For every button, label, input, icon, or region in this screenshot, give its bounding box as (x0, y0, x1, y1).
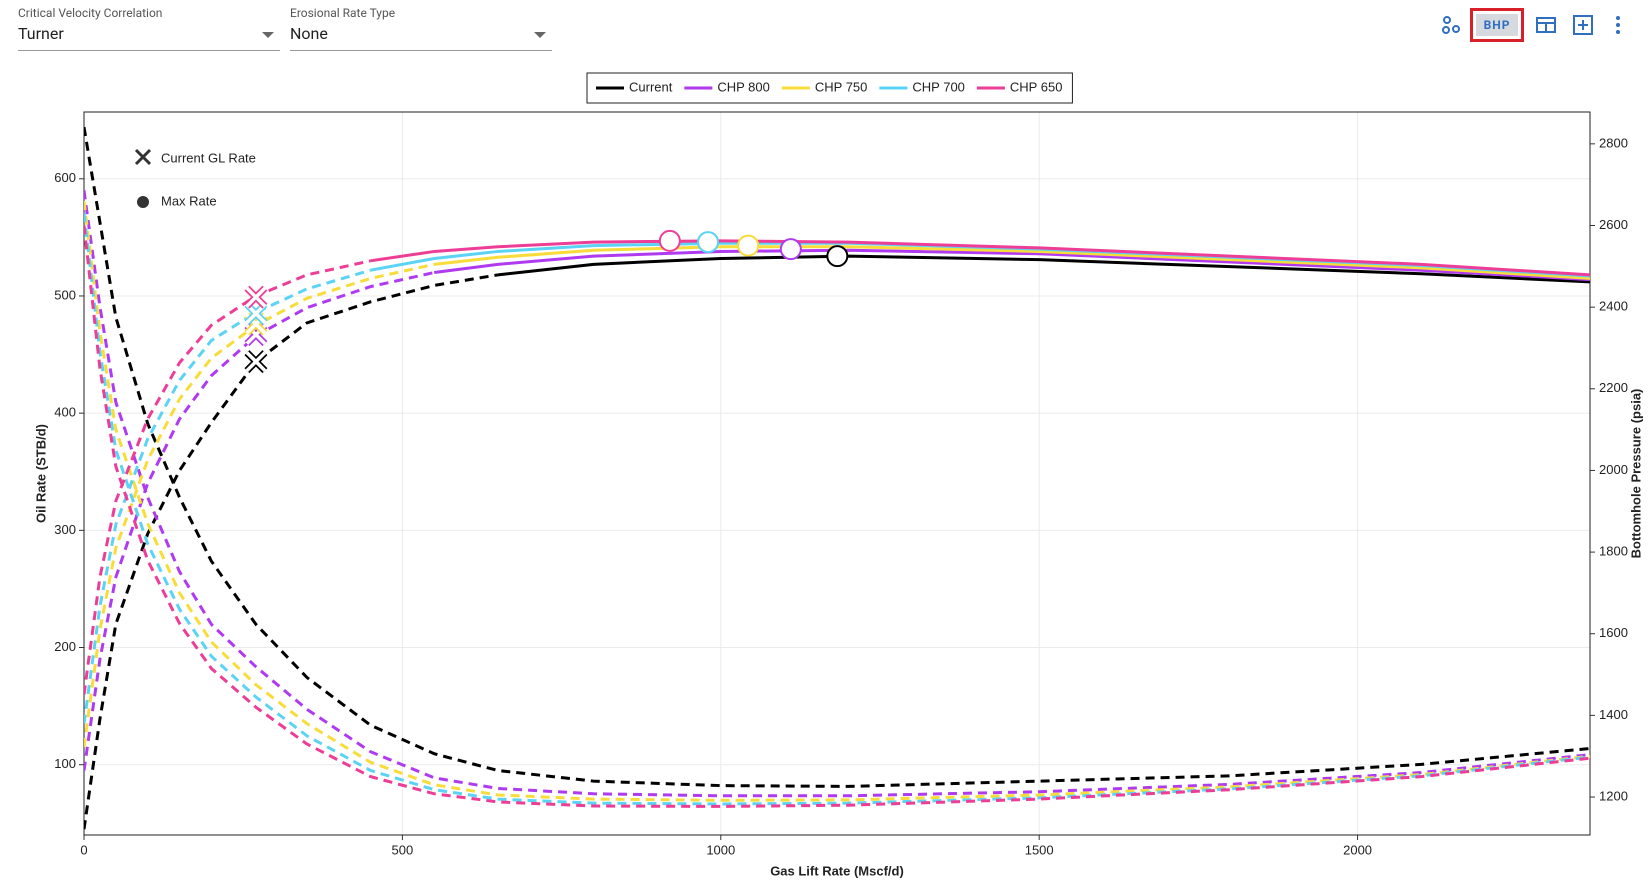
fit-icon[interactable] (1572, 14, 1594, 36)
y2-tick-label: 2400 (1599, 299, 1628, 314)
legend-label: CHP 650 (1010, 79, 1063, 94)
y2-tick-label: 1400 (1599, 707, 1628, 722)
legend-frame (586, 72, 1073, 104)
dropdown-value: Turner (18, 24, 64, 43)
current-gl-marker (244, 312, 268, 336)
oil-rate-line (434, 245, 1590, 280)
dropdown-label: Critical Velocity Correlation (18, 6, 163, 20)
bhp-button-label: BHP (1476, 14, 1518, 36)
y-tick-label: 400 (54, 405, 76, 420)
plot-frame (83, 111, 1591, 836)
y2-tick-label: 2200 (1599, 380, 1628, 395)
x-tick-label: 1000 (706, 842, 735, 857)
x-axis-label: Gas Lift Rate (Mscf/d) (770, 863, 904, 878)
y2-tick-label: 2600 (1599, 217, 1628, 232)
oil-rate-line (497, 254, 1590, 284)
annotation-dot-icon (137, 196, 149, 208)
y2-tick-label: 1600 (1599, 625, 1628, 640)
current-gl-marker (244, 350, 268, 374)
y-tick-label: 300 (54, 522, 76, 537)
current-gl-marker-core (245, 324, 267, 345)
y2-tick-label: 2800 (1599, 135, 1628, 150)
current-gl-marker-core (245, 351, 267, 372)
x-tick-label: 0 (80, 842, 87, 857)
y2-tick-label: 2000 (1599, 462, 1628, 477)
annotation-x-icon (134, 148, 152, 166)
x-tick-label: 2000 (1343, 842, 1372, 857)
oil-rate-line (370, 239, 1590, 277)
dropdown-arrow (262, 32, 274, 38)
max-rate-marker (737, 234, 760, 257)
legend-label: CHP 700 (912, 79, 965, 94)
current-gl-marker-core (245, 303, 267, 324)
oil-rate-line (84, 273, 499, 830)
oil-rate-line (84, 271, 435, 771)
bhp-button[interactable]: BHP (1470, 8, 1524, 42)
current-gl-marker (244, 323, 268, 347)
annotation-label: Current GL Rate (161, 150, 256, 165)
bhp-line (84, 190, 1590, 798)
y-tick-label: 100 (54, 756, 76, 771)
oil-rate-line (84, 262, 435, 748)
legend: Current CHP 800 CHP 750 CHP 700 CHP 650 (586, 72, 1073, 104)
current-gl-marker-core (245, 286, 267, 308)
current-gl-marker (244, 302, 268, 326)
legend-label: CHP 750 (815, 79, 868, 94)
plot-area (84, 126, 1590, 830)
bhp-line (84, 225, 1590, 808)
oil-rate-line (434, 248, 1590, 282)
y2-axis-label: Bottomhole Pressure (psia) (1628, 389, 1643, 559)
max-rate-marker (658, 229, 681, 252)
max-rate-marker (697, 231, 720, 254)
legend-label: CHP 800 (717, 79, 770, 94)
legend-label: Current (629, 79, 673, 94)
bhp-line (84, 126, 1590, 788)
dropdown[interactable]: Critical Velocity Correlation Turner (18, 6, 280, 51)
y-axis-label: Oil Rate (STB/d) (33, 424, 48, 523)
y2-tick-label: 1200 (1599, 788, 1628, 803)
y2-tick-label: 1800 (1599, 544, 1628, 559)
current-gl-marker-core (245, 313, 267, 335)
dropdown-label: Erosional Rate Type (290, 6, 396, 20)
dropdown-value: None (290, 24, 328, 43)
max-rate-marker (779, 238, 802, 261)
x-tick-label: 500 (392, 842, 414, 857)
more-icon[interactable] (1607, 14, 1629, 36)
dropdown-arrow (534, 32, 546, 38)
scatter-icon[interactable] (1440, 14, 1462, 36)
y-tick-label: 200 (54, 639, 76, 654)
y-tick-label: 600 (54, 170, 76, 185)
oil-rate-line (84, 259, 371, 695)
annotation-label: Max Rate (161, 193, 217, 208)
oil-rate-line (84, 268, 371, 724)
dropdown[interactable]: Erosional Rate Type None (290, 6, 552, 51)
table-icon[interactable] (1535, 14, 1557, 36)
bhp-line (84, 213, 1590, 806)
y-tick-label: 500 (54, 287, 76, 302)
bhp-line (84, 200, 1590, 802)
max-rate-marker (826, 245, 849, 268)
current-gl-marker (244, 285, 268, 309)
x-tick-label: 1500 (1025, 842, 1054, 857)
oil-rate-line (370, 241, 1590, 278)
